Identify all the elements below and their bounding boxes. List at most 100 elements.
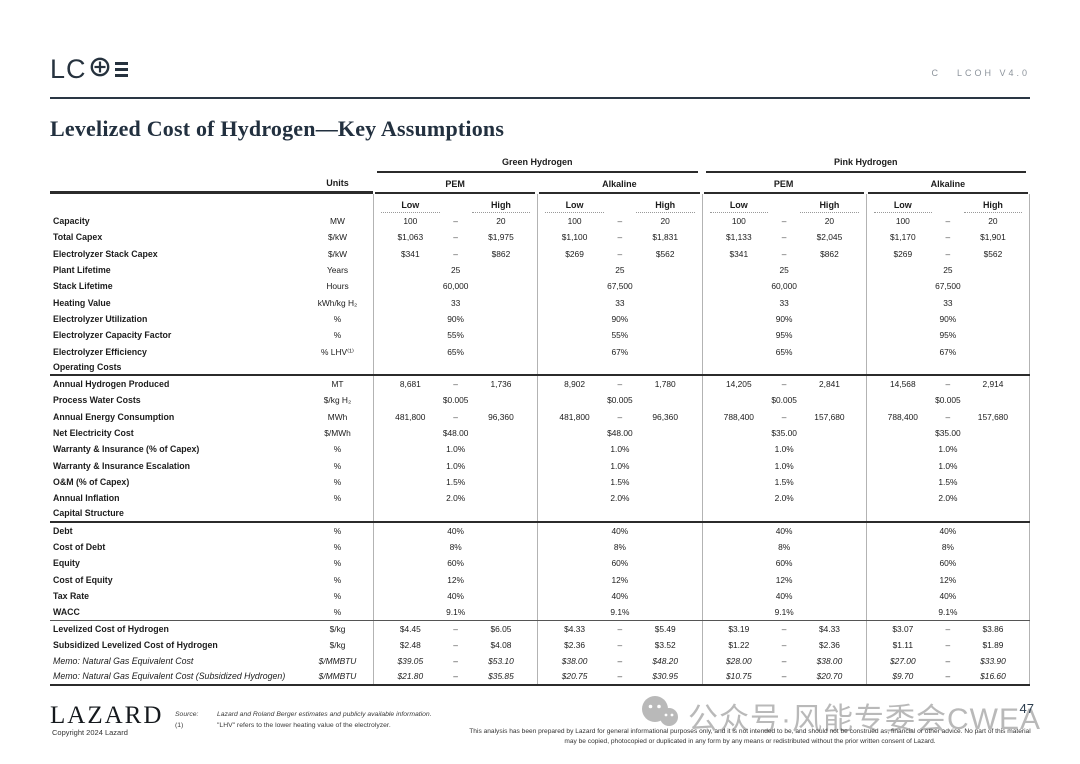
value-cell: $1,063 – $1,975 <box>373 229 537 246</box>
row-units: $/kg <box>329 624 346 635</box>
row-label: Electrolyzer Stack Capex <box>53 248 158 259</box>
single-value: 40% <box>447 525 464 536</box>
wechat-watermark: 公众号·风能专委会CWEA <box>640 694 1041 738</box>
single-value: 1.0% <box>774 444 794 455</box>
value-cell: 95% <box>865 327 1030 344</box>
single-value: 60% <box>775 558 793 569</box>
table-row: Stack Lifetime Hours 60,000 67,500 60,000 67,… <box>50 278 1030 295</box>
single-value: 55% <box>447 330 464 341</box>
table-row: Process Water Costs $/kg H₂ $0.005 $0.005 $0… <box>50 392 1030 409</box>
value-cell: 8,681 – 1,736 <box>373 375 537 393</box>
value-cell: 40% <box>373 522 537 539</box>
single-value: 9.1% <box>938 607 958 618</box>
single-value: 33 <box>943 297 953 308</box>
single-value: 1.0% <box>446 444 466 455</box>
low-value: $1.11 <box>892 639 913 650</box>
row-label: Tax Rate <box>53 590 90 601</box>
table-row: Heating Value kWh/kg H₂ 33 33 33 33 <box>50 294 1030 311</box>
table-row: Capacity MW 100 – 20 100 – 20 100 – 20 100 – 20 <box>50 213 1030 230</box>
row-label: Memo: Natural Gas Equivalent Cost (Subsi… <box>53 671 286 682</box>
range-dash: – <box>617 411 623 422</box>
table-row: Cost of Equity% 12% 12% 12% 12% <box>50 571 1030 588</box>
value-cell: 1.0% <box>537 457 701 474</box>
high-value: $38.00 <box>816 656 843 667</box>
row-label: Equity <box>53 558 80 569</box>
value-cell: $48.00 <box>537 424 701 442</box>
range-dash: – <box>945 248 951 259</box>
table-row: Subsidized Levelized Cost of Hydrogen $/k… <box>50 636 1030 654</box>
low-value: 788,400 <box>723 411 754 422</box>
value-cell: $2.36 – $3.52 <box>537 636 701 654</box>
single-value: 8% <box>613 542 626 553</box>
value-cell: 14,568 – 2,914 <box>865 375 1030 393</box>
single-value: $0.005 <box>771 395 797 406</box>
row-units: MWh <box>327 411 348 422</box>
single-value: 65% <box>775 346 793 357</box>
value-cell: 2.0% <box>865 490 1030 507</box>
source-label: Source: <box>175 711 199 718</box>
high-header: High <box>963 200 1022 213</box>
low-value: $38.00 <box>561 656 588 667</box>
high-value: $2.36 <box>818 639 840 650</box>
single-value: 1.5% <box>774 476 794 487</box>
low-value: 100 <box>731 216 746 227</box>
value-cell: 67,500 <box>865 278 1030 295</box>
value-cell: $4.33 – $5.49 <box>537 621 701 637</box>
range-dash: – <box>945 656 951 667</box>
range-dash: – <box>453 656 458 667</box>
low-value: $1.22 <box>728 639 750 650</box>
single-value: 1.0% <box>446 460 466 471</box>
tech-header-row: Units PEM Alkaline PEM Alkaline <box>50 173 1030 194</box>
row-label: Memo: Natural Gas Equivalent Cost <box>53 656 194 667</box>
range-value: $2.48 – $4.08 <box>374 640 537 650</box>
value-cell <box>701 359 866 374</box>
single-value: 40% <box>939 525 957 536</box>
range-value: $1,100 – $1,831 <box>538 232 701 242</box>
row-units: % LHV⁽¹⁾ <box>321 346 354 357</box>
lcoe-logo: LC <box>50 56 128 83</box>
range-dash: – <box>617 379 623 390</box>
value-cell: 12% <box>701 571 866 588</box>
units-column-header: Units <box>302 173 373 194</box>
value-cell: $20.75 – $30.95 <box>537 669 701 684</box>
value-cell: 100 – 20 <box>373 213 537 230</box>
value-cell: 90% <box>701 310 866 328</box>
high-value: 20 <box>660 216 670 227</box>
row-label: Process Water Costs <box>53 395 141 406</box>
single-value: 67,500 <box>935 281 961 292</box>
low-value: 100 <box>403 216 418 227</box>
value-cell: $4.45 – $6.05 <box>373 621 537 637</box>
range-value: $9.70 – $16.60 <box>867 671 1029 681</box>
low-value: $1,170 <box>890 232 916 243</box>
label-column-header <box>50 173 302 194</box>
value-cell: 9.1% <box>373 604 537 621</box>
value-cell: 1.0% <box>701 441 866 458</box>
row-units: $/kW <box>327 248 348 259</box>
value-cell: 40% <box>701 587 866 605</box>
tech-header-pink-alkaline: Alkaline <box>867 173 1028 194</box>
assumptions-table: Green Hydrogen Pink Hydrogen Units PEM A… <box>50 153 1030 686</box>
value-cell: 33 <box>865 294 1030 311</box>
range-dash: – <box>617 232 623 243</box>
table-row: Annual Energy Consumption MWh 481,800 – 96,3… <box>50 408 1030 425</box>
single-value: 1.0% <box>610 460 630 471</box>
single-value: 33 <box>779 297 789 308</box>
range-dash: – <box>945 639 951 650</box>
range-value: 8,681 – 1,736 <box>374 379 537 389</box>
range-dash: – <box>453 639 458 650</box>
single-value: 2.0% <box>774 493 794 504</box>
table-section-row: Operating Costs <box>50 359 1030 376</box>
value-cell: $0.005 <box>701 392 866 409</box>
low-value: $21.80 <box>397 671 424 682</box>
value-cell: $38.00 – $48.20 <box>537 653 701 670</box>
value-cell <box>373 359 537 374</box>
range-dash: – <box>453 671 458 682</box>
range-dash: – <box>945 379 951 390</box>
single-value: 9.1% <box>774 607 794 618</box>
table-row: O&M (% of Capex)% 1.5% 1.5% 1.5% 1.5% <box>50 473 1030 491</box>
value-cell: $35.00 <box>865 424 1030 442</box>
value-cell: $1.22 – $2.36 <box>701 636 866 654</box>
single-value: 1.0% <box>610 444 630 455</box>
high-value: 20 <box>824 216 835 227</box>
single-value: $0.005 <box>935 395 961 406</box>
